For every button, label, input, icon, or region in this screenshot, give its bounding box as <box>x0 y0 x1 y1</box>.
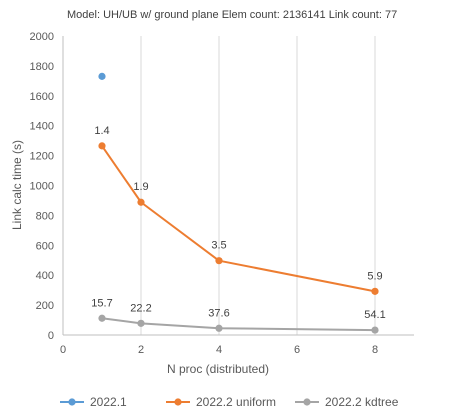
x-tick-label: 8 <box>372 344 378 356</box>
data-point <box>98 142 106 150</box>
data-point <box>137 198 145 206</box>
data-point <box>215 324 223 332</box>
grid <box>140 36 376 335</box>
data-label: 1.9 <box>133 181 148 193</box>
x-tick-label: 4 <box>216 344 222 356</box>
series-line <box>101 317 376 332</box>
x-tick-label: 6 <box>294 344 300 356</box>
y-tick-label: 1200 <box>30 151 54 163</box>
y-axis-label: Link calc time (s) <box>10 140 24 230</box>
series-layer <box>98 72 379 334</box>
x-axis-label: N proc (distributed) <box>167 362 269 376</box>
data-point <box>371 326 379 334</box>
y-tick-label: 800 <box>36 210 54 222</box>
data-labels: 1.4 1.9 3.5 5.9 15.7 22.2 37.6 54.1 <box>91 125 385 321</box>
y-tick-label: 0 <box>48 330 54 342</box>
legend-label: 2022.1 <box>90 395 127 409</box>
y-tick-label: 1400 <box>30 121 54 133</box>
y-tick-label: 200 <box>36 300 54 312</box>
legend-swatch-marker <box>303 398 311 406</box>
x-tick-label: 2 <box>138 344 144 356</box>
data-point <box>98 72 106 80</box>
legend-item: 2022.2 uniform <box>166 395 276 409</box>
series-2022-2-uniform <box>98 142 379 295</box>
y-tick-label: 2000 <box>30 31 54 43</box>
series-2022-1 <box>98 72 106 80</box>
chart-title: Model: UH/UB w/ ground plane Elem count:… <box>67 9 397 21</box>
data-label: 37.6 <box>208 307 229 319</box>
y-tick-label: 600 <box>36 240 54 252</box>
legend-swatch-marker <box>174 398 182 406</box>
data-label: 5.9 <box>367 270 382 282</box>
data-point <box>137 319 145 327</box>
y-tick-label: 1600 <box>30 91 54 103</box>
data-point <box>215 257 223 265</box>
series-2022-2-kdtree <box>98 314 379 334</box>
x-tick-label: 0 <box>60 344 66 356</box>
legend-swatch-marker <box>68 398 76 406</box>
data-point <box>371 287 379 295</box>
data-label: 22.2 <box>130 302 151 314</box>
data-label: 3.5 <box>211 240 226 252</box>
legend-label: 2022.2 kdtree <box>325 395 399 409</box>
data-label: 1.4 <box>94 125 109 137</box>
y-tick-label: 400 <box>36 270 54 282</box>
y-tick-label: 1800 <box>30 61 54 73</box>
axes: 0 2 4 6 8 0 200 400 600 800 1000 1200 1400 1600 1800 20… <box>30 31 414 356</box>
y-tick-label: 1000 <box>30 181 54 193</box>
legend-item: 2022.2 kdtree <box>295 395 399 409</box>
series-line <box>101 145 376 293</box>
legend: 2022.1 2022.2 uniform 2022.2 kdtree <box>60 395 399 409</box>
data-point <box>98 314 106 322</box>
legend-item: 2022.1 <box>60 395 127 409</box>
data-label: 54.1 <box>364 309 385 321</box>
data-label: 15.7 <box>91 297 112 309</box>
legend-label: 2022.2 uniform <box>196 395 276 409</box>
